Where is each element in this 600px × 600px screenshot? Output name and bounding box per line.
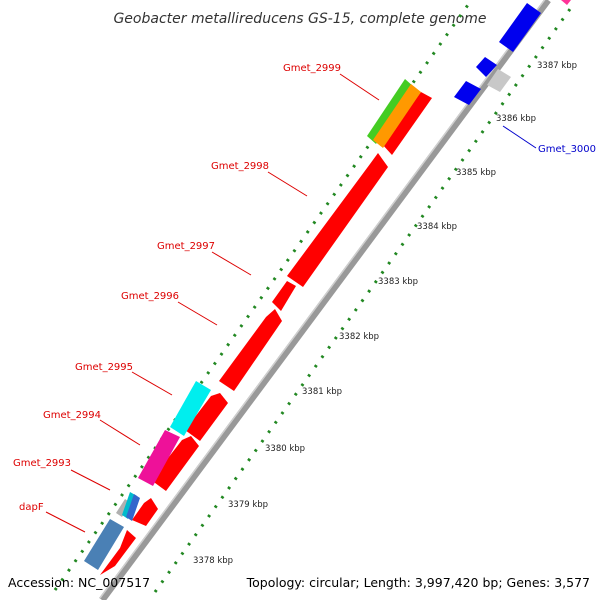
leader-gmet-2995 bbox=[131, 371, 173, 396]
kbp-tick-labels: 3378 kbp 3379 kbp 3380 kbp 3381 kbp 3382… bbox=[193, 61, 577, 566]
gene-feature-gmet-2993-inner[interactable] bbox=[151, 436, 199, 491]
gene-label-dapf[interactable]: dapF bbox=[19, 502, 44, 513]
kbp-label: 3386 kbp bbox=[496, 114, 536, 124]
kbp-label: 3384 kbp bbox=[417, 222, 457, 232]
gene-label-gmet-2999[interactable]: Gmet_2999 bbox=[283, 63, 341, 74]
leader-gmet-3000 bbox=[502, 125, 537, 149]
gene-label-gmet-2993[interactable]: Gmet_2993 bbox=[13, 458, 71, 469]
gene-feature-steelblue[interactable] bbox=[84, 519, 124, 570]
kbp-label: 3383 kbp bbox=[378, 277, 418, 287]
gene-feature-blue-small[interactable] bbox=[126, 494, 140, 521]
gene-feature-orange[interactable] bbox=[373, 84, 421, 148]
kbp-label: 3382 kbp bbox=[339, 332, 379, 342]
leader-gmet-2999 bbox=[339, 73, 380, 101]
kbp-label: 3379 kbp bbox=[228, 500, 268, 510]
leader-dapf bbox=[45, 511, 86, 533]
leader-gmet-2994 bbox=[99, 419, 141, 446]
kbp-label: 3378 kbp bbox=[193, 556, 233, 566]
gene-label-gmet-2998[interactable]: Gmet_2998 bbox=[211, 161, 269, 172]
topology-text: Topology: circular; Length: 3,997,420 bp… bbox=[246, 575, 590, 590]
leader-gmet-2998 bbox=[267, 171, 308, 197]
gene-feature-gmet-3000[interactable] bbox=[454, 81, 481, 105]
kbp-label: 3381 kbp bbox=[302, 387, 342, 397]
kbp-label: 3385 kbp bbox=[456, 168, 496, 178]
gene-label-gmet-2996[interactable]: Gmet_2996 bbox=[121, 291, 179, 302]
gene-feature-gmet-2994-inner[interactable] bbox=[185, 393, 228, 441]
forward-strand-inner-genes bbox=[100, 92, 432, 575]
gene-feature-green[interactable] bbox=[367, 79, 414, 144]
gene-feature-gmet-2996-inner[interactable] bbox=[272, 281, 296, 311]
gene-feature-reverse-top[interactable] bbox=[499, 3, 541, 52]
gene-feature-pink-top bbox=[561, 0, 571, 5]
kbp-label: 3387 kbp bbox=[537, 61, 577, 71]
gene-feature-gmet-2999-inner[interactable] bbox=[382, 92, 432, 155]
gene-labels: dapF Gmet_2993 Gmet_2994 Gmet_2995 Gmet_… bbox=[13, 63, 596, 513]
gene-feature-magenta[interactable] bbox=[138, 430, 180, 486]
kbp-label: 3380 kbp bbox=[265, 444, 305, 454]
accession-text: Accession: NC_007517 bbox=[8, 575, 150, 590]
gene-feature-gmet-2995-inner[interactable] bbox=[219, 309, 282, 391]
leader-gmet-2997 bbox=[211, 251, 252, 276]
leader-gmet-2993 bbox=[70, 469, 111, 491]
gene-feature-gray[interactable] bbox=[487, 69, 511, 92]
gene-feature-1[interactable] bbox=[100, 530, 136, 575]
gene-label-gmet-3000[interactable]: Gmet_3000 bbox=[538, 144, 596, 155]
backbone-line bbox=[99, 0, 551, 600]
gene-feature-cyan[interactable] bbox=[170, 381, 211, 436]
gene-leader-lines bbox=[45, 73, 537, 533]
reverse-strand-genes bbox=[454, 0, 571, 105]
gene-label-gmet-2994[interactable]: Gmet_2994 bbox=[43, 410, 101, 421]
gene-feature-dapf-inner[interactable] bbox=[132, 498, 158, 526]
gene-feature-gmet-2998-inner[interactable] bbox=[287, 153, 388, 287]
leader-gmet-2996 bbox=[177, 301, 218, 326]
gene-label-gmet-2995[interactable]: Gmet_2995 bbox=[75, 362, 133, 373]
gene-label-gmet-2997[interactable]: Gmet_2997 bbox=[157, 241, 215, 252]
map-title: Geobacter metallireducens GS-15, complet… bbox=[113, 11, 486, 27]
gene-feature-reverse-small[interactable] bbox=[476, 57, 497, 77]
forward-strand-outer-genes bbox=[84, 79, 421, 570]
